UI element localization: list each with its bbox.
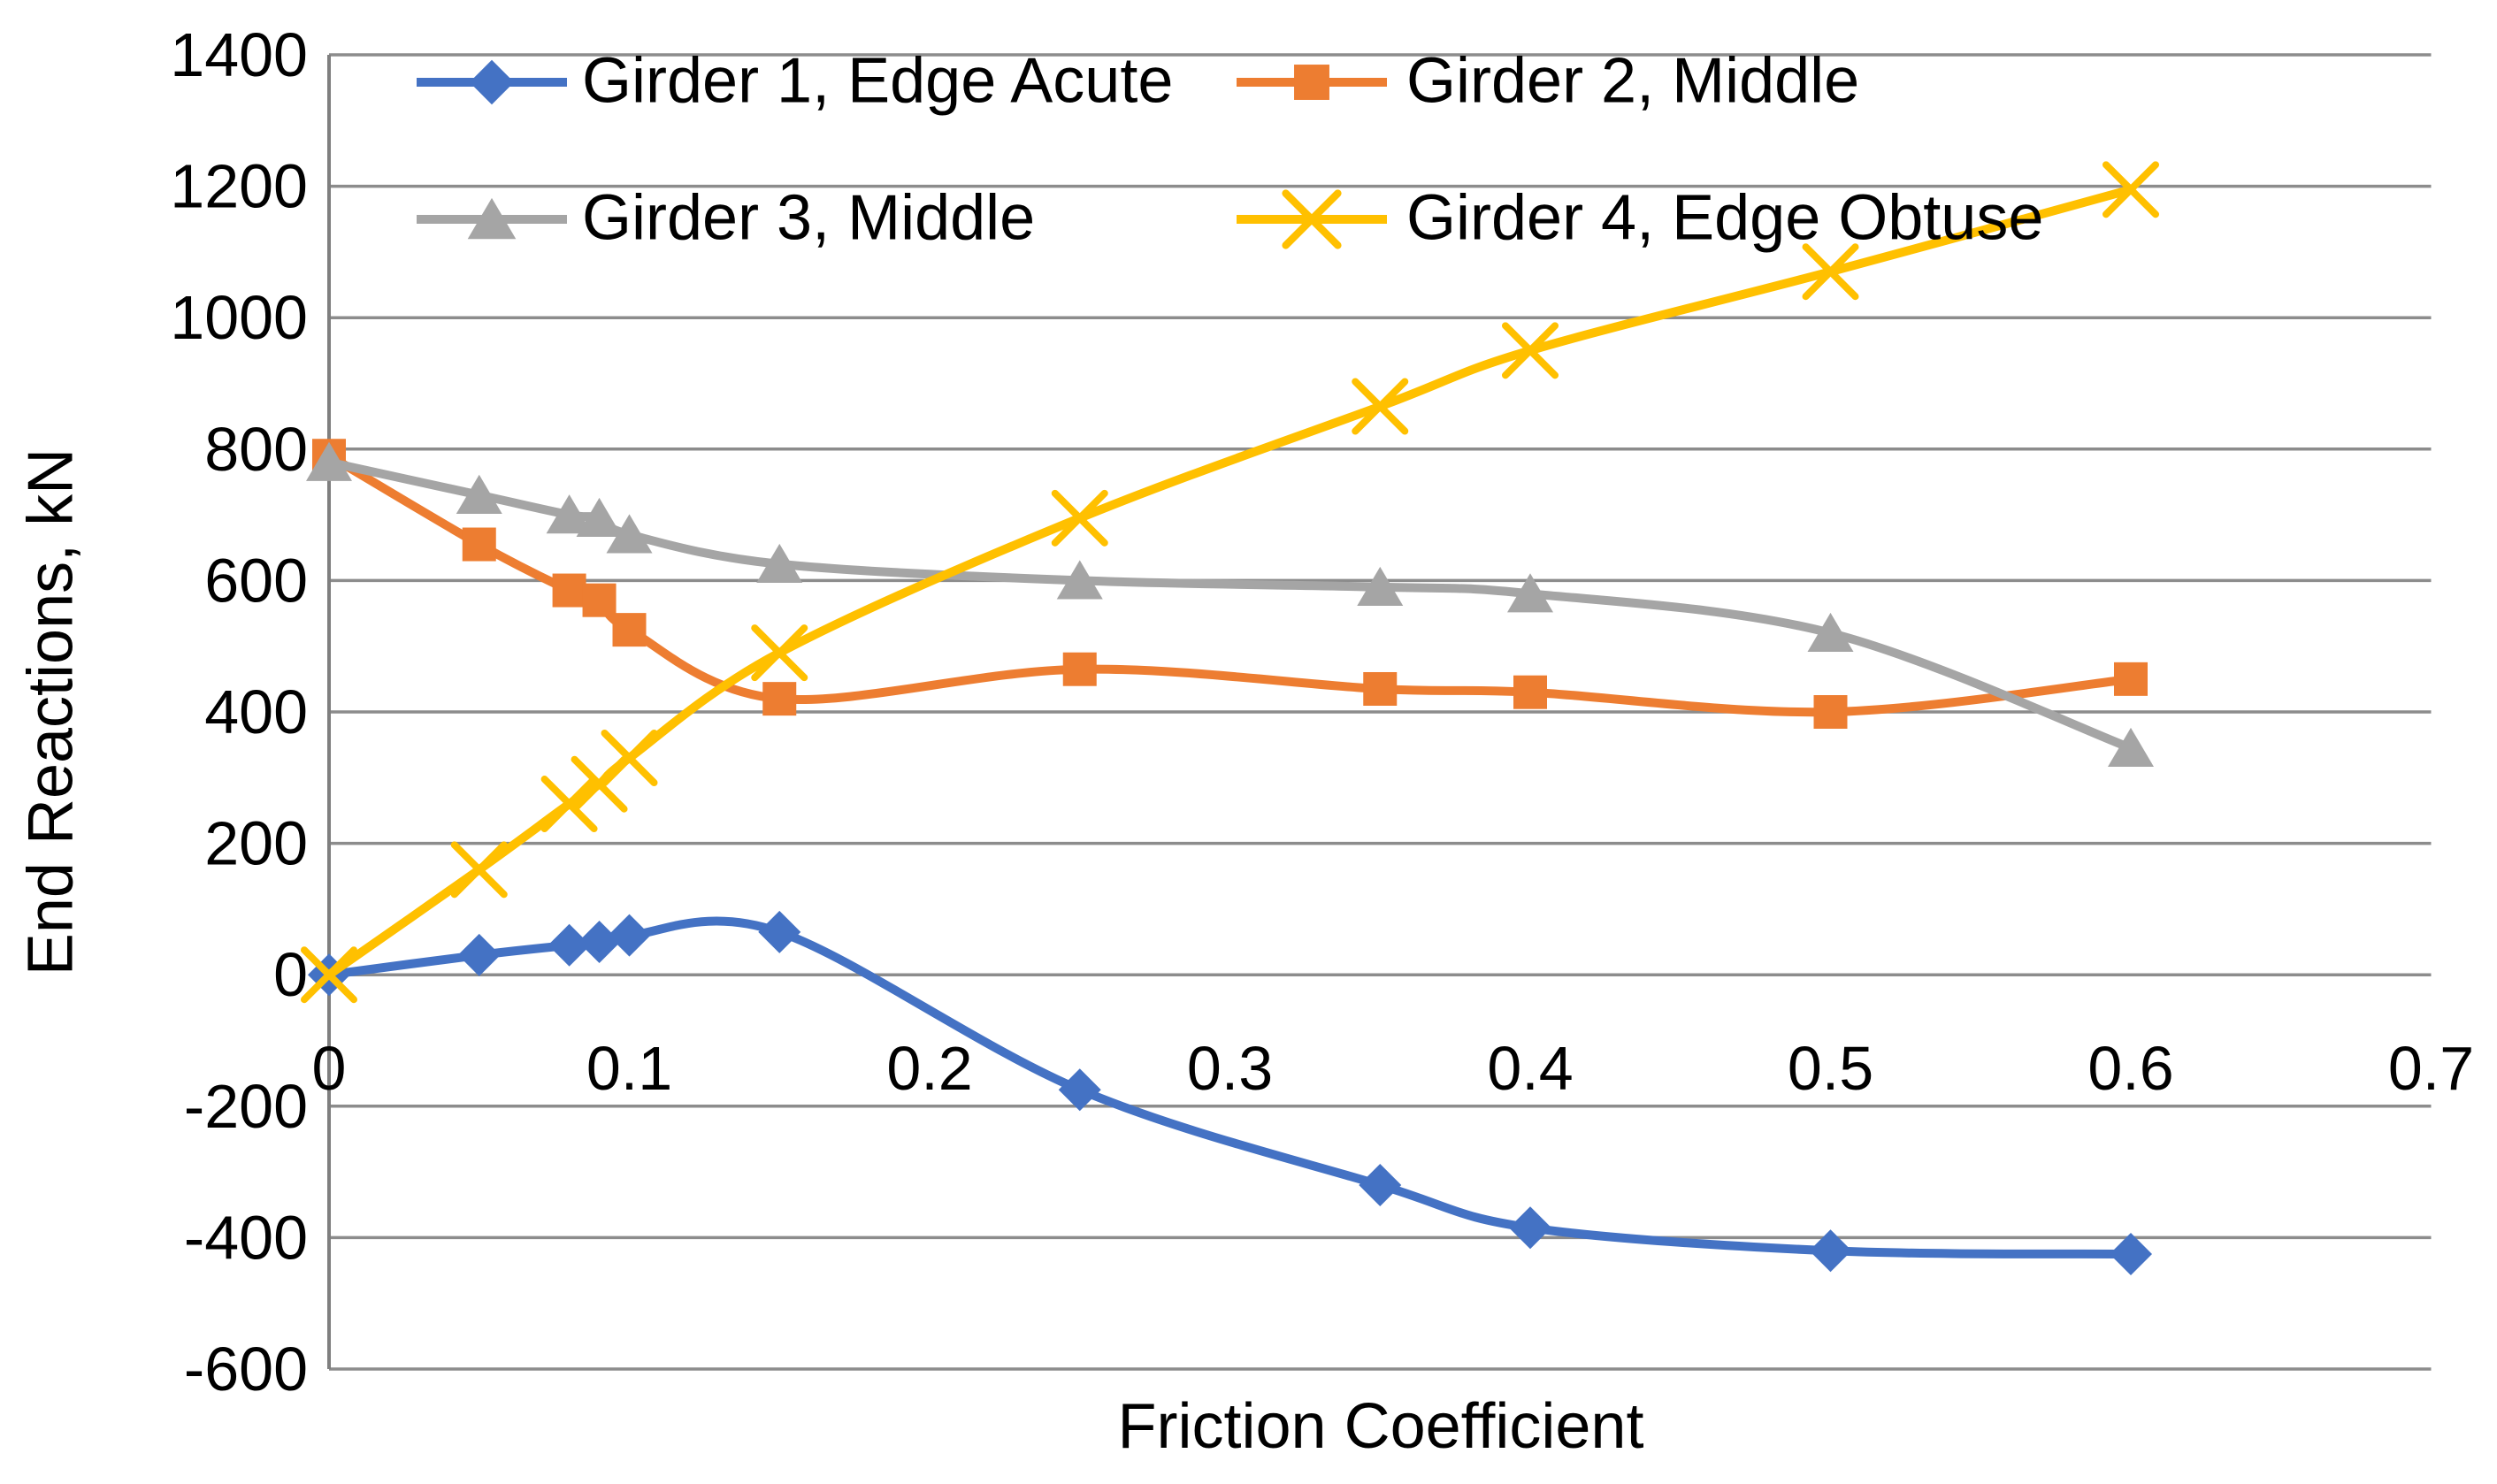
y-tick-label: 200	[204, 809, 308, 878]
x-tick-label: 0.6	[2087, 1034, 2173, 1103]
triangle-marker-icon	[576, 497, 623, 537]
triangle-marker-icon	[1357, 566, 1404, 606]
y-tick-label: 800	[204, 415, 308, 484]
diamond-marker-icon	[469, 59, 515, 105]
legend-label-girder-4: Girder 4, Edge Obtuse	[1406, 182, 2044, 254]
y-tick-label: 1200	[170, 152, 308, 221]
x-tick-label: 0.5	[1788, 1034, 1873, 1103]
x-marker-icon	[301, 946, 357, 1004]
legend-marker-canvas	[417, 59, 567, 105]
triangle-marker-icon	[456, 474, 502, 514]
x-tick-label: 0	[312, 1034, 347, 1103]
x-tick-label: 0.1	[586, 1034, 672, 1103]
y-axis-title: End Reactions, kN	[15, 447, 87, 976]
x-marker-icon	[450, 841, 508, 899]
diamond-marker-icon	[548, 923, 591, 967]
square-marker-icon	[1363, 671, 1398, 706]
square-marker-icon	[1513, 675, 1547, 709]
x-tick-label: 0.7	[2388, 1034, 2474, 1103]
square-marker-icon	[1062, 652, 1097, 686]
y-tick-label: 600	[204, 546, 308, 615]
y-tick-label: -400	[184, 1203, 308, 1272]
x-marker-icon	[1352, 378, 1409, 435]
square-marker-icon	[612, 613, 647, 647]
x-marker-icon	[2103, 161, 2159, 218]
x-tick-label: 0.3	[1187, 1034, 1273, 1103]
diamond-marker-icon	[1058, 1068, 1101, 1112]
legend-label-girder-3: Girder 3, Middle	[582, 182, 1036, 254]
diamond-marker-icon	[578, 921, 621, 964]
x-marker-icon	[1802, 243, 1859, 301]
square-marker-icon	[582, 583, 617, 617]
y-tick-label: -200	[184, 1072, 308, 1141]
x-marker-icon	[1502, 322, 1559, 379]
triangle-marker-icon	[467, 197, 517, 240]
triangle-marker-icon	[1056, 560, 1103, 600]
triangle-marker-icon	[756, 543, 803, 583]
diamond-marker-icon	[758, 910, 801, 953]
diamond-marker-icon	[1809, 1229, 1852, 1273]
diamond-marker-icon	[457, 933, 501, 976]
square-marker-icon	[462, 527, 496, 562]
x-tick-label: 0.2	[886, 1034, 972, 1103]
x-marker-icon	[1282, 189, 1342, 249]
triangle-marker-icon	[1507, 573, 1553, 613]
square-marker-icon	[2114, 662, 2148, 696]
legend-label-girder-2: Girder 2, Middle	[1406, 45, 1860, 117]
triangle-marker-icon	[2108, 727, 2154, 768]
legend-marker-canvas	[1237, 65, 1387, 100]
diamond-marker-icon	[608, 914, 651, 957]
x-marker-icon	[540, 776, 598, 833]
legend-marker-canvas	[417, 197, 567, 240]
x-axis-title: Friction Coefficient	[1117, 1391, 1644, 1462]
diamond-marker-icon	[1359, 1163, 1402, 1206]
diamond-marker-icon	[2110, 1232, 2152, 1275]
x-marker-icon	[601, 730, 658, 787]
legend-marker-canvas	[1237, 189, 1387, 249]
y-tick-label: 400	[204, 677, 308, 746]
y-tick-label: 1000	[170, 283, 308, 352]
y-tick-label: 1400	[170, 20, 308, 89]
y-tick-label: -600	[184, 1335, 308, 1404]
square-marker-icon	[552, 573, 586, 608]
triangle-marker-icon	[1807, 612, 1854, 652]
square-marker-icon	[1294, 65, 1329, 100]
square-marker-icon	[762, 682, 797, 716]
diamond-marker-icon	[1509, 1206, 1551, 1250]
legend-label-girder-1: Girder 1, Edge Acute	[582, 45, 1174, 117]
triangle-marker-icon	[546, 494, 593, 534]
x-marker-icon	[751, 624, 808, 682]
x-tick-label: 0.4	[1487, 1034, 1573, 1103]
triangle-marker-icon	[306, 441, 352, 481]
square-marker-icon	[1813, 695, 1848, 729]
triangle-marker-icon	[606, 514, 653, 554]
x-marker-icon	[1051, 489, 1108, 547]
